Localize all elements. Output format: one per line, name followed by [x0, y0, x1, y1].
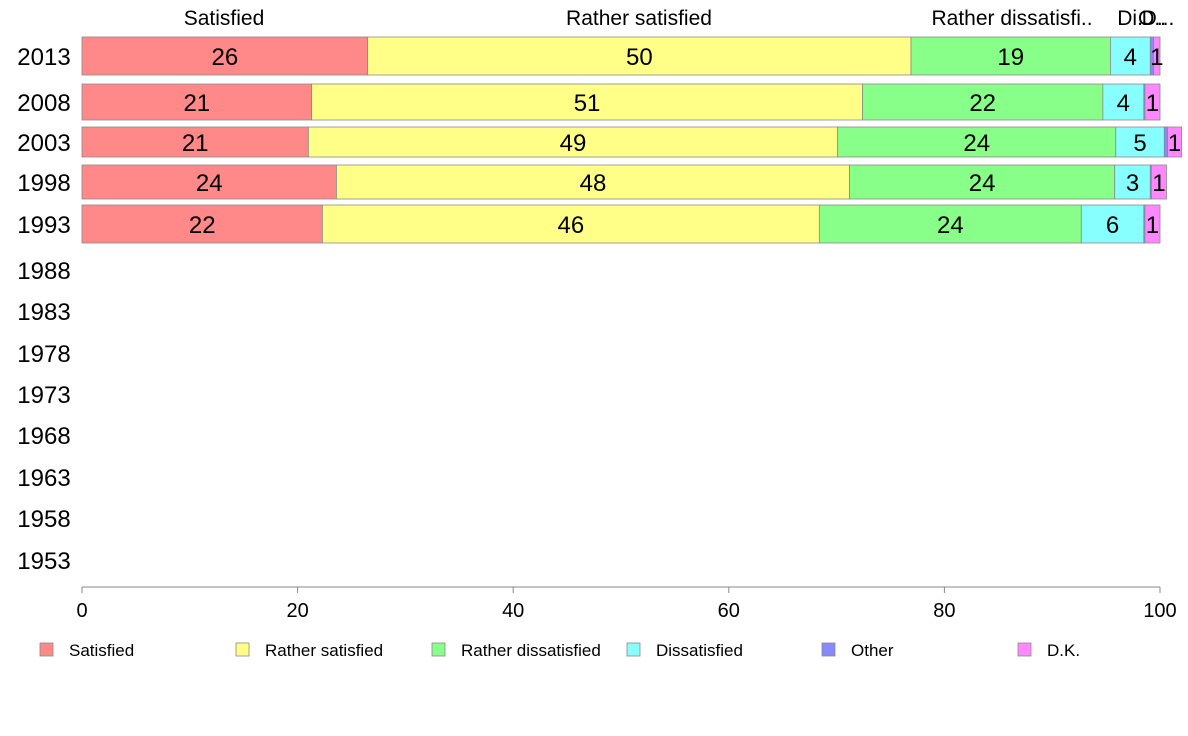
data-label: 49 — [560, 130, 587, 157]
data-label: 1 — [1146, 212, 1159, 239]
legend-swatch — [1017, 642, 1032, 657]
data-label: 3 — [1126, 170, 1139, 197]
year-label: 1998 — [17, 170, 70, 197]
bar-segment — [1114, 164, 1151, 200]
bar-segment — [837, 126, 1117, 158]
bar-segment — [1115, 126, 1165, 158]
legend-label: Satisfied — [69, 641, 134, 660]
x-tick-label: 60 — [718, 600, 740, 622]
data-label: 22 — [189, 212, 216, 239]
data-label: 1 — [1146, 90, 1159, 117]
legend-swatch — [235, 642, 250, 657]
data-label: 24 — [196, 170, 223, 197]
data-label: 21 — [183, 90, 210, 117]
data-label: 4 — [1124, 44, 1137, 71]
bar-segment — [910, 36, 1111, 76]
bar-segment — [1167, 126, 1182, 158]
data-label: 26 — [211, 44, 238, 71]
legend-label: Rather satisfied — [265, 641, 383, 660]
data-label: 50 — [626, 44, 653, 71]
data-label: 46 — [558, 212, 585, 239]
year-label: 2008 — [17, 90, 70, 117]
bar-segment — [336, 164, 850, 200]
data-label: 24 — [969, 170, 996, 197]
bar-segment — [81, 83, 313, 121]
top-category-label: Satisfied — [184, 7, 265, 30]
legend-swatch — [821, 642, 836, 657]
x-tick-label: 80 — [933, 600, 955, 622]
bar-segment — [367, 36, 912, 76]
data-label: 1 — [1168, 130, 1181, 157]
legend-swatch — [39, 642, 54, 657]
x-tick-label: 40 — [502, 600, 524, 622]
year-label: 1978 — [17, 341, 70, 368]
bar-segment — [1153, 36, 1161, 76]
year-label: 1983 — [17, 299, 70, 326]
year-label: 1963 — [17, 465, 70, 492]
year-label: 1973 — [17, 382, 70, 409]
x-tick-label: 100 — [1143, 600, 1176, 622]
legend-swatch — [626, 642, 641, 657]
x-tick-label: 0 — [76, 600, 87, 622]
bar-segment — [321, 204, 820, 244]
data-label: 24 — [937, 212, 964, 239]
data-label: 1 — [1152, 170, 1165, 197]
bar-segment — [81, 126, 309, 158]
data-label: 4 — [1117, 90, 1130, 117]
bar-segment — [81, 36, 369, 76]
data-label: 24 — [963, 130, 990, 157]
year-label: 2013 — [17, 44, 70, 71]
top-category-label: Rather dissatisfi.. — [931, 7, 1092, 30]
bar-segment — [1102, 83, 1145, 121]
year-label: 2003 — [17, 130, 70, 157]
data-label: 1 — [1150, 44, 1163, 71]
bar-segment — [81, 204, 323, 244]
year-label: 1993 — [17, 212, 70, 239]
bar-segment — [862, 83, 1104, 121]
data-label: 19 — [997, 44, 1024, 71]
year-label: 1988 — [17, 258, 70, 285]
top-category-label: Di.. — [1117, 7, 1149, 30]
bar-segment — [1144, 204, 1161, 244]
data-label: 22 — [969, 90, 996, 117]
data-label: 5 — [1133, 130, 1146, 157]
legend-label: Other — [851, 641, 894, 660]
top-category-label: O.. — [1138, 7, 1166, 30]
year-label: 1958 — [17, 506, 70, 533]
legend-label: D.K. — [1047, 641, 1080, 660]
legend-swatch — [431, 642, 446, 657]
year-label: 1953 — [17, 548, 70, 575]
bar-segment — [818, 204, 1082, 244]
bar-segment — [1150, 164, 1167, 200]
data-label: 6 — [1106, 212, 1119, 239]
x-tick-label: 20 — [286, 600, 308, 622]
data-label: 21 — [182, 130, 209, 157]
data-label: 51 — [574, 90, 601, 117]
legend-label: Dissatisfied — [656, 641, 743, 660]
bar-segment — [1144, 83, 1161, 121]
bar-segment — [311, 83, 863, 121]
top-category-label: Rather satisfied — [566, 7, 712, 30]
top-category-label: D... — [1142, 7, 1175, 30]
legend-label: Rather dissatisfied — [461, 641, 601, 660]
data-label: 48 — [580, 170, 607, 197]
year-label: 1968 — [17, 423, 70, 450]
